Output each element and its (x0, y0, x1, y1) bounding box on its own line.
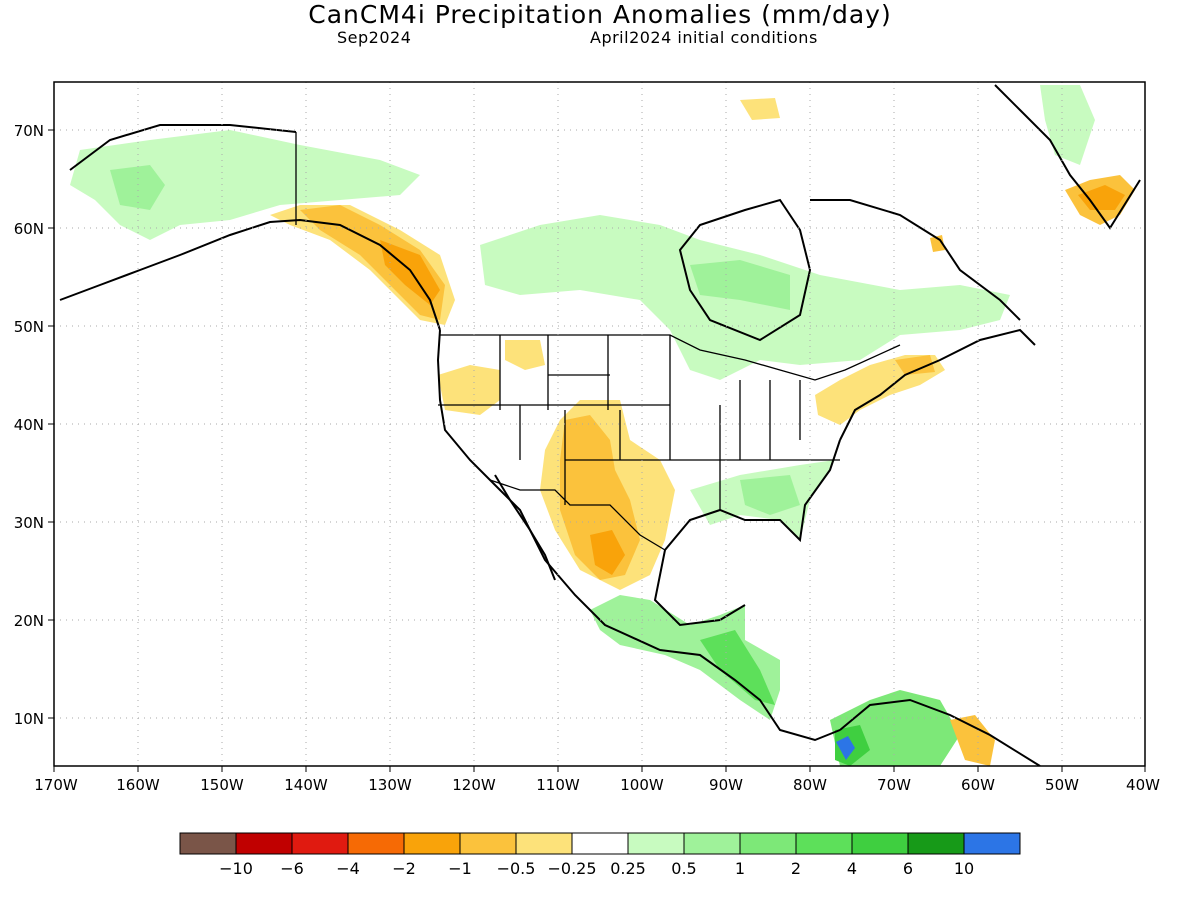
anomaly-region-mexico-central-wet (590, 595, 780, 720)
lon-label: 150W (200, 776, 244, 794)
coastline-west (436, 329, 841, 742)
anomaly-region-mexico-dry-core (590, 530, 625, 575)
coastline-alaska-north (69, 124, 297, 171)
anomaly-region-venezuela-dry (950, 715, 995, 766)
colorbar-label: −10 (219, 859, 253, 878)
lon-label: 120W (452, 776, 496, 794)
anomaly-shading (70, 85, 1135, 766)
anomaly-region-baffin-dry (740, 98, 780, 120)
colorbar-label: 4 (847, 859, 857, 878)
lon-label: 50W (1045, 776, 1079, 794)
colorbar-swatch (291, 832, 349, 855)
colorbar-label: 10 (954, 859, 974, 878)
colorbar-swatch (795, 832, 853, 855)
lon-label: 110W (536, 776, 580, 794)
colorbar-label: −1 (448, 859, 472, 878)
border-us-mexico (489, 479, 666, 551)
colorbar-label: −2 (392, 859, 416, 878)
border-state-lines (438, 335, 840, 510)
anomaly-region-idaho-dry (505, 340, 545, 370)
colorbar-label: 6 (903, 859, 913, 878)
anomaly-region-southwest-dry-core (560, 415, 640, 580)
coastline-alaska (59, 218, 441, 331)
colorbar-swatch (571, 832, 629, 855)
lon-label: 160W (116, 776, 160, 794)
lon-label: 130W (368, 776, 412, 794)
lon-label: 90W (709, 776, 743, 794)
lon-label: 40W (1126, 776, 1160, 794)
anomaly-region-labrador-dry (930, 235, 945, 252)
anomaly-region-colombia-max (836, 736, 855, 760)
colorbar-label: 1 (735, 859, 745, 878)
anomaly-region-alaska-wet (70, 130, 420, 240)
anomaly-region-alaska-wet-core (110, 165, 165, 210)
lon-label: 60W (961, 776, 995, 794)
colorbar-label: 2 (791, 859, 801, 878)
anomaly-region-bc-coast-dry (300, 205, 445, 320)
colorbar: −10 −6 −4 −2 −1 −0.5 −0.25 0.25 0.5 1 2 4 6 10 (179, 832, 1021, 878)
colorbar-label: −4 (336, 859, 360, 878)
colorbar-swatches (179, 832, 1021, 855)
colorbar-swatch (683, 832, 741, 855)
lat-label: 20N (14, 612, 44, 630)
colorbar-label: −0.25 (547, 859, 596, 878)
longitude-labels: 170W 160W 150W 140W 130W 120W 110W 100W … (34, 776, 1160, 794)
latitude-labels: 70N 60N 50N 40N 30N 20N 10N (14, 122, 44, 728)
lon-label: 100W (620, 776, 664, 794)
lat-label: 40N (14, 416, 44, 434)
colorbar-swatch (459, 832, 517, 855)
forecast-month: Sep2024 (337, 28, 412, 47)
anomaly-region-maine-dry (895, 355, 935, 375)
anomaly-region-central-america-wet-core (700, 630, 775, 705)
anomaly-region-southeast-wet-core (740, 475, 800, 515)
colorbar-labels: −10 −6 −4 −2 −1 −0.5 −0.25 0.25 0.5 1 2 4 6 10 (219, 859, 974, 878)
coastline-south-america (839, 698, 1041, 766)
colorbar-label: 0.25 (610, 859, 646, 878)
anomaly-region-canada-wet-core (690, 260, 790, 310)
colorbar-swatch (179, 832, 237, 855)
lon-label: 140W (284, 776, 328, 794)
coastline-labrador (810, 199, 1021, 321)
colorbar-swatch (851, 832, 909, 855)
lon-label: 170W (34, 776, 78, 794)
graticule (54, 82, 1145, 766)
lat-label: 70N (14, 122, 44, 140)
map-ticks (48, 129, 1146, 772)
colorbar-swatch (627, 832, 685, 855)
colorbar-swatch (347, 832, 405, 855)
lat-label: 30N (14, 514, 44, 532)
lat-label: 10N (14, 710, 44, 728)
colorbar-label: 0.5 (671, 859, 696, 878)
colorbar-swatch (515, 832, 573, 855)
initial-conditions: April2024 initial conditions (590, 28, 818, 47)
lat-label: 60N (14, 220, 44, 238)
colorbar-label: −0.5 (497, 859, 536, 878)
lon-label: 70W (877, 776, 911, 794)
anomaly-region-greenland-dry-core (1078, 185, 1125, 210)
coastline-hudson-bay (678, 198, 812, 342)
colorbar-swatch (963, 832, 1021, 855)
anomaly-region-greenland-wet (1040, 85, 1095, 165)
lon-label: 80W (793, 776, 827, 794)
political-borders (295, 132, 901, 551)
border-us-canada (440, 334, 901, 381)
map-title: CanCM4i Precipitation Anomalies (mm/day) (308, 0, 892, 29)
lat-label: 50N (14, 318, 44, 336)
colorbar-swatch (739, 832, 797, 855)
colorbar-swatch (235, 832, 293, 855)
colorbar-swatch (403, 832, 461, 855)
colorbar-label: −6 (280, 859, 304, 878)
coastline-east (839, 328, 1036, 441)
anomaly-region-oregon-dry (438, 365, 500, 415)
coastline-baja (494, 474, 556, 581)
colorbar-swatch (907, 832, 965, 855)
